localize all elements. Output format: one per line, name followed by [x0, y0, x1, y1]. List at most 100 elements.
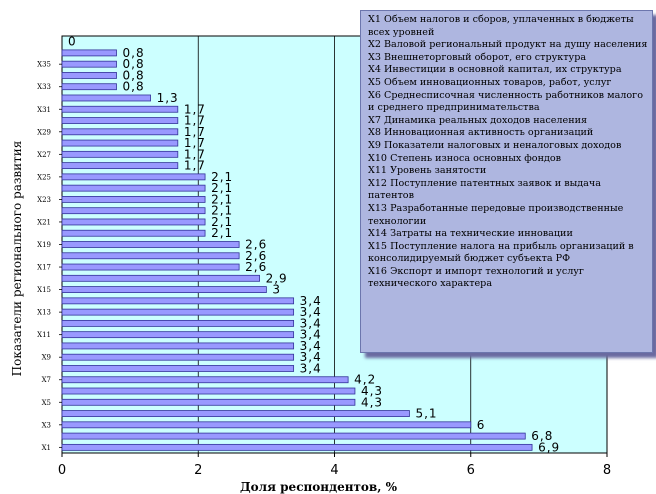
y-tick-label: X35 [37, 61, 51, 69]
bar [61, 398, 356, 406]
bar [61, 308, 295, 316]
bar [61, 117, 179, 124]
y-tick-label: X23 [37, 196, 51, 204]
data-label: 2,1 [211, 192, 233, 206]
data-label: 2,1 [211, 204, 233, 218]
bar [61, 353, 295, 361]
y-tick-label: X9 [42, 354, 51, 362]
y-tick-label: X33 [37, 83, 51, 91]
data-labels: 6,96,865,14,34,34,23,43,43,43,43,43,43,4… [68, 35, 560, 455]
bar [61, 443, 533, 451]
y-tick-label: X15 [37, 286, 51, 294]
data-label: 1,3 [157, 91, 179, 105]
x-tick-label: 4 [330, 463, 338, 478]
bar [61, 150, 179, 158]
legend-item: X7 Динамика реальных доходов населения [368, 114, 588, 126]
x-tick-label: 8 [603, 463, 611, 478]
bar [61, 410, 410, 417]
data-label: 3,4 [300, 328, 322, 342]
legend: X1 Объем налогов и сборов, уплаченных в … [360, 10, 653, 353]
data-label: 5,1 [415, 407, 437, 421]
y-tick-label: X7 [42, 376, 51, 384]
legend-item: X14 Затраты на технические инновации [368, 228, 573, 240]
y-tick-label: X11 [37, 331, 51, 339]
data-label: 2,1 [211, 170, 233, 184]
data-label: 1,7 [184, 125, 206, 139]
bar [61, 319, 295, 327]
data-label: 0 [68, 35, 77, 49]
data-label: 2,9 [266, 271, 288, 285]
legend-item: X11 Уровень занятости [368, 165, 487, 177]
y-tick-label: X19 [37, 241, 51, 249]
data-label: 6,9 [538, 440, 560, 454]
legend-item: X2 Валовой региональный продукт на душу … [368, 39, 648, 51]
data-label: 2,1 [211, 226, 233, 240]
bar [61, 331, 295, 339]
legend-item: X16 Экспорт и импорт технологий и услуг … [368, 265, 584, 290]
y-tick-label: X29 [37, 128, 51, 136]
data-label: 3 [272, 283, 281, 297]
data-label: 1,7 [184, 114, 206, 128]
data-label: 2,1 [211, 215, 233, 229]
y-tick-label: X31 [37, 106, 51, 114]
bar [61, 83, 117, 91]
data-label: 1,7 [184, 136, 206, 150]
legend-item: X5 Объем инновационных товаров, работ, у… [368, 76, 612, 88]
bar [61, 94, 151, 102]
data-label: 3,4 [300, 361, 322, 375]
bar [61, 229, 206, 237]
legend-item: X13 Разработанные передовые производстве… [368, 202, 624, 227]
data-label: 2,1 [211, 181, 233, 195]
bar [61, 60, 117, 68]
bar [61, 286, 267, 293]
y-tick-label: X25 [37, 173, 51, 181]
bar [61, 49, 117, 57]
x-axis-title: Доля респондентов, % [240, 480, 398, 494]
legend-item: X9 Показатели налоговых и неналоговых до… [368, 139, 622, 151]
bar [61, 105, 179, 113]
data-label: 2,6 [245, 260, 267, 274]
y-tick-label: X3 [42, 421, 51, 429]
data-label: 0,8 [123, 57, 145, 71]
data-label: 0,8 [123, 46, 145, 60]
x-tick-label: 6 [467, 463, 475, 478]
data-label: 4,3 [361, 395, 383, 409]
y-tick-label: X1 [42, 444, 51, 452]
data-label: 0,8 [123, 80, 145, 94]
bar [61, 196, 206, 203]
bar [61, 72, 117, 79]
legend-item: X3 Внешнеторговый оборот, его структура [368, 51, 587, 63]
data-label: 6,8 [531, 429, 553, 443]
bar [61, 387, 356, 395]
data-label: 3,4 [300, 294, 322, 308]
x-tick-label: 0 [58, 463, 66, 478]
legend-item: X8 Инновационная активность организаций [368, 127, 594, 139]
bar [61, 263, 240, 271]
bar [61, 376, 349, 384]
bar [61, 139, 179, 147]
y-tick-label: X13 [37, 309, 51, 317]
legend-item: X12 Поступление патентных заявок и выдач… [368, 177, 601, 202]
bar [61, 421, 472, 429]
y-tick-label: X17 [37, 264, 51, 272]
legend-item: X6 Среднесписочная численность работнико… [368, 89, 643, 114]
y-tick-label: X21 [37, 218, 51, 226]
data-label: 2,6 [245, 238, 267, 252]
bar [61, 128, 179, 136]
bar [61, 207, 206, 215]
bar [61, 365, 295, 372]
bar [61, 162, 179, 170]
y-tick-label: X5 [42, 399, 51, 407]
data-label: 3,4 [300, 305, 322, 319]
y-tick-labels: X1 X3 X5 X7 X9 X11 X13 X15 X17 X19 X21 X23 X25 X27 X29… [37, 61, 62, 452]
data-label: 4,3 [361, 384, 383, 398]
bar [61, 184, 206, 192]
data-label: 3,4 [300, 339, 322, 353]
bar [61, 297, 295, 305]
x-tick-label: 2 [194, 463, 202, 478]
legend-list: X1 Объем налогов и сборов, уплаченных в … [368, 14, 648, 291]
data-label: 3,4 [300, 350, 322, 364]
data-label: 6 [477, 418, 486, 432]
bar [61, 252, 240, 260]
data-label: 1,7 [184, 147, 206, 161]
